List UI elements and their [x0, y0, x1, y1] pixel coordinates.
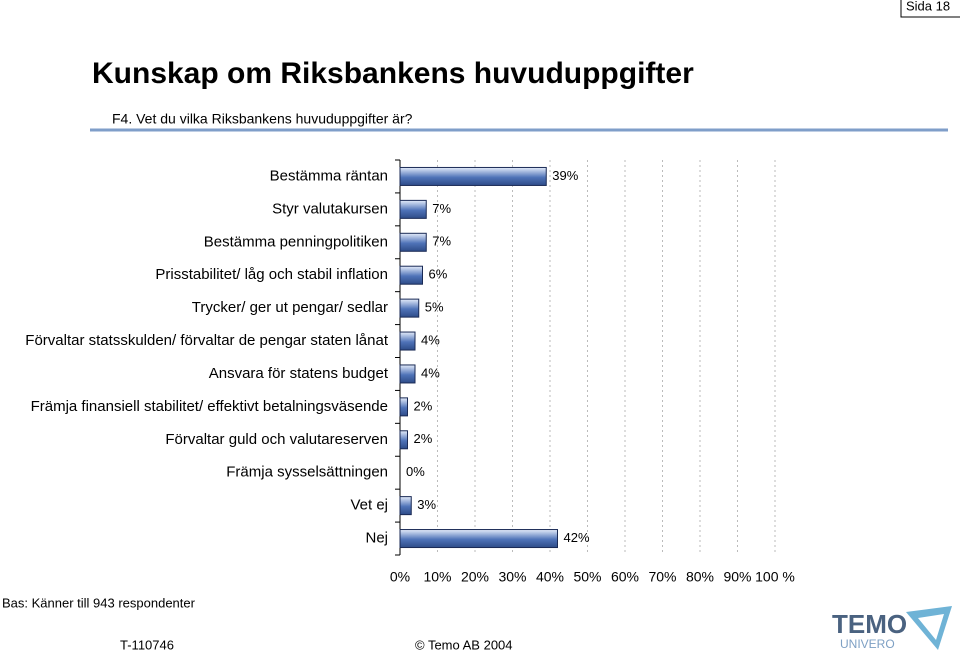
category-label: Förvaltar guld och valutareserven	[165, 431, 388, 448]
x-tick-label: 60%	[611, 569, 639, 585]
bar	[399, 232, 427, 252]
x-tick-label: 40%	[536, 569, 564, 585]
value-label: 42%	[564, 530, 590, 545]
category-label: Prisstabilitet/ låg och stabil inflation	[155, 266, 388, 283]
bar	[399, 298, 420, 318]
category-label: Ansvara för statens budget	[209, 365, 389, 382]
logo-mark-inner	[918, 614, 944, 640]
category-label: Trycker/ ger ut pengar/ sedlar	[192, 299, 388, 316]
value-label: 4%	[421, 365, 440, 380]
x-tick-label: 30%	[498, 569, 526, 585]
category-label: Bestämma penningpolitiken	[204, 233, 388, 250]
bar	[399, 397, 408, 417]
category-label: Vet ej	[350, 497, 388, 514]
bar	[399, 496, 412, 516]
x-tick-label: 90%	[723, 569, 751, 585]
category-label: Bestämma räntan	[270, 167, 388, 184]
x-tick-label: 100 %	[755, 569, 795, 585]
page-box	[900, 0, 960, 18]
x-tick-label: 10%	[423, 569, 451, 585]
page-number: Sida 18	[906, 0, 950, 13]
bar	[399, 199, 427, 219]
category-label: Nej	[365, 530, 388, 547]
value-label: 4%	[421, 332, 440, 347]
value-label: 39%	[552, 168, 578, 183]
category-label: Främja finansiell stabilitet/ effektivt …	[31, 398, 388, 415]
footer-code: T-110746	[120, 637, 174, 652]
bar	[399, 364, 416, 384]
bar	[399, 430, 408, 450]
bar	[399, 529, 558, 549]
value-label: 7%	[432, 234, 451, 249]
base-note: Bas: Känner till 943 respondenter	[2, 595, 196, 610]
logo-name: TEMO	[832, 609, 907, 639]
category-label: Främja sysselsättningen	[226, 464, 388, 481]
category-label: Förvaltar statsskulden/ förvaltar de pen…	[25, 332, 389, 349]
bar	[399, 166, 547, 186]
plot: 0% 10% 20% 30% 40% 50% 60% 70% 80% 90% 100 % Bestäm…	[25, 159, 795, 585]
x-tick-label: 80%	[686, 569, 714, 585]
value-label: 0%	[406, 464, 425, 479]
value-label: 7%	[432, 201, 451, 216]
value-label: 3%	[417, 497, 436, 512]
chart-subtitle: F4. Vet du vilka Riksbankens huvuduppgif…	[112, 111, 413, 127]
value-label: 2%	[414, 398, 433, 413]
chart-title: Kunskap om Riksbankens huvuduppgifter	[92, 57, 694, 90]
logo-sub: UNIVERO	[840, 637, 895, 651]
value-label: 6%	[429, 267, 448, 282]
value-label: 5%	[425, 300, 444, 315]
x-tick-label: 0%	[390, 569, 410, 585]
x-tick-label: 50%	[573, 569, 601, 585]
x-tick-label: 70%	[648, 569, 676, 585]
bar	[399, 265, 423, 285]
x-tick-label: 20%	[461, 569, 489, 585]
footer-copyright: © Temo AB 2004	[415, 637, 513, 652]
category-label: Styr valutakursen	[272, 200, 388, 217]
bar	[399, 331, 416, 351]
value-label: 2%	[414, 431, 433, 446]
